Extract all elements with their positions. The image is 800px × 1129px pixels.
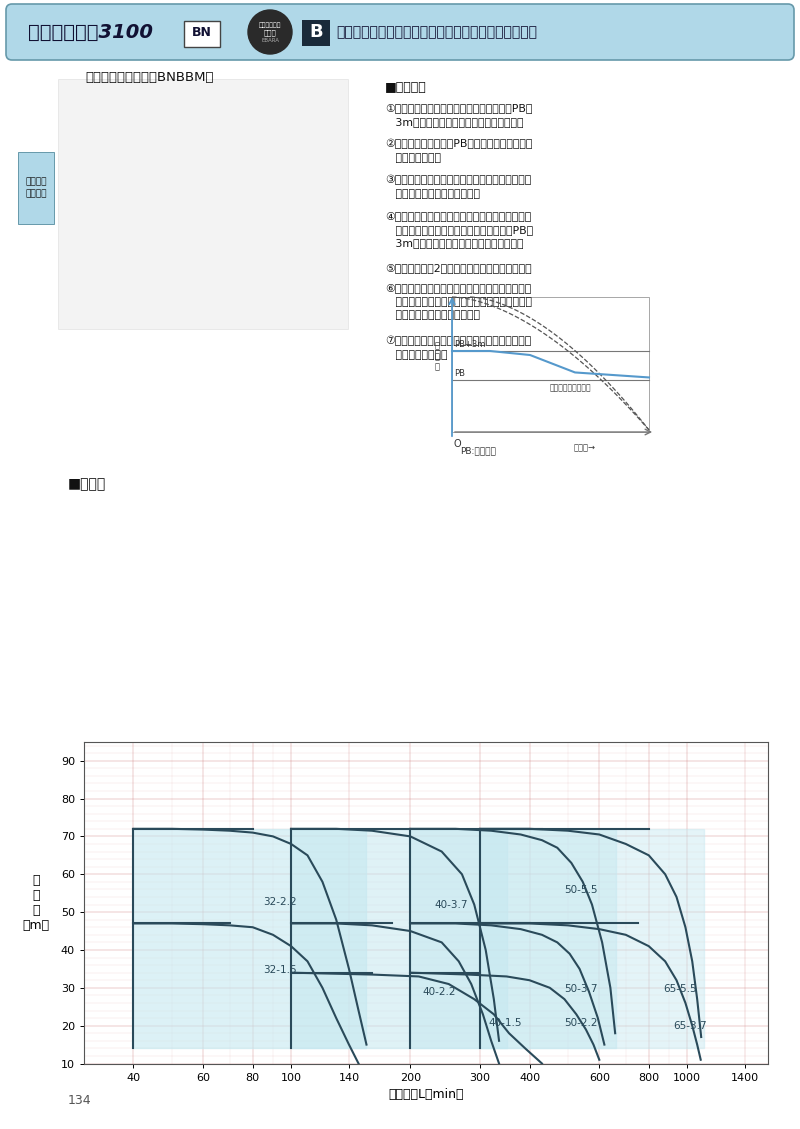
Text: ⑦並列運転中に使用水量が減少すると、追加ポン
   プが停止します。: ⑦並列運転中に使用水量が減少すると、追加ポン プが停止します。 bbox=[385, 335, 531, 359]
Bar bbox=[302, 20, 330, 46]
Text: 40-2.2: 40-2.2 bbox=[422, 988, 456, 997]
Circle shape bbox=[248, 10, 292, 54]
Text: ②水を使用し、圧力がPBまで低下するとポンプ
   が始動します。: ②水を使用し、圧力がPBまで低下するとポンプ が始動します。 bbox=[385, 139, 532, 163]
Text: 50-3.7: 50-3.7 bbox=[565, 983, 598, 994]
Y-axis label: 全
揚
程
（m）: 全 揚 程 （m） bbox=[22, 874, 50, 931]
Text: ③使用水量の増減により、回転数を制御し推定末
   端圧力一定制御を行います。: ③使用水量の増減により、回転数を制御し推定末 端圧力一定制御を行います。 bbox=[385, 175, 531, 199]
Text: 推定末端
圧力一定: 推定末端 圧力一定 bbox=[26, 177, 46, 199]
Text: ④使用水量が減少すると、運転時間、前回停止時
   間などにより小水量検知時間を変化させPB＋
   3mの圧力でポンプは的確に停止します。: ④使用水量が減少すると、運転時間、前回停止時 間などにより小水量検知時間を変化さ… bbox=[385, 211, 533, 248]
Text: 65-5.5: 65-5.5 bbox=[663, 983, 697, 994]
Text: EBARA: EBARA bbox=[261, 38, 279, 44]
Text: 適合品: 適合品 bbox=[264, 29, 276, 36]
FancyBboxPatch shape bbox=[184, 21, 220, 47]
Text: ■運転方式: ■運転方式 bbox=[385, 81, 426, 94]
Text: ユニット吐出し圧力: ユニット吐出し圧力 bbox=[550, 384, 592, 393]
Text: フレッシャー3100: フレッシャー3100 bbox=[28, 23, 153, 42]
Text: 40-3.7: 40-3.7 bbox=[434, 900, 468, 910]
Text: PB:最低圧力: PB:最低圧力 bbox=[460, 446, 496, 455]
X-axis label: 給水量（L／min）: 給水量（L／min） bbox=[388, 1088, 464, 1101]
Bar bbox=[452, 297, 649, 432]
Text: PB: PB bbox=[454, 369, 465, 378]
FancyBboxPatch shape bbox=[6, 5, 794, 60]
Text: 50-2.2: 50-2.2 bbox=[565, 1017, 598, 1027]
Text: 推定末端圧力一定給水ユニット（インバータ方式）: 推定末端圧力一定給水ユニット（インバータ方式） bbox=[336, 25, 537, 40]
Text: 65-3.7: 65-3.7 bbox=[673, 1022, 706, 1032]
Text: ■選定図: ■選定図 bbox=[68, 476, 106, 491]
Text: PB+3m: PB+3m bbox=[454, 340, 486, 349]
Text: 給水量→: 給水量→ bbox=[574, 443, 596, 452]
Bar bbox=[58, 79, 348, 329]
Text: ⑤上記の運転を2台のポンプが交互に行います。: ⑤上記の運転を2台のポンプが交互に行います。 bbox=[385, 263, 532, 273]
Text: 32-2.2: 32-2.2 bbox=[263, 896, 297, 907]
Text: B: B bbox=[309, 23, 323, 41]
Text: BN: BN bbox=[192, 26, 212, 38]
Text: 全
揚
程: 全 揚 程 bbox=[434, 342, 439, 371]
Text: 並列交互運転方式　BNBBM型: 並列交互運転方式 BNBBM型 bbox=[85, 71, 214, 84]
Text: 50-5.5: 50-5.5 bbox=[565, 885, 598, 895]
Text: 134: 134 bbox=[68, 1094, 92, 1108]
Bar bbox=[18, 152, 54, 224]
Text: 40-1.5: 40-1.5 bbox=[489, 1017, 522, 1027]
Text: 溶出性能基準: 溶出性能基準 bbox=[258, 23, 282, 28]
Text: O: O bbox=[454, 439, 462, 449]
Text: 32-1.5: 32-1.5 bbox=[263, 964, 297, 974]
Text: ①水を使用しないと、配管・圧力タンクはPB＋
   3mに加圧されポンプは停止しています。: ①水を使用しないと、配管・圧力タンクはPB＋ 3mに加圧されポンプは停止していま… bbox=[385, 103, 532, 126]
Text: ⑥使用水量が増大し、最高回転数に達すると、待
   機中のポンプが追従し並列運転となり、推定末
   端圧力一定制御を行います。: ⑥使用水量が増大し、最高回転数に達すると、待 機中のポンプが追従し並列運転となり… bbox=[385, 283, 532, 321]
